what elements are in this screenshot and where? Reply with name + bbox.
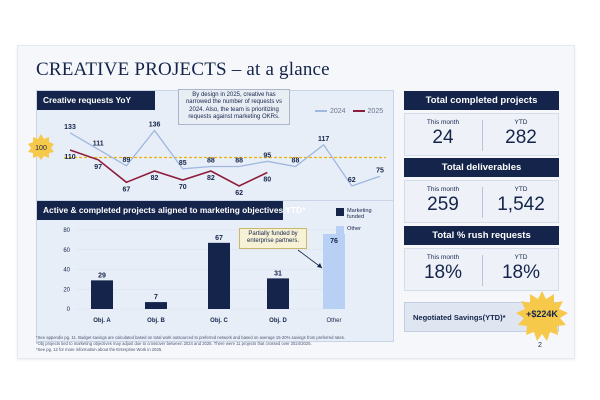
x-tick-label: Other <box>326 318 341 324</box>
data-label-2025: 70 <box>179 184 187 191</box>
footnote: *See appendix pg. 11. Budget savings are… <box>36 335 346 340</box>
data-label-2024: 133 <box>64 124 76 131</box>
bar-value-label: 7 <box>154 294 158 301</box>
projects-callout: Partially funded by enterprise partners. <box>239 228 307 249</box>
benchmark-label: 100 <box>35 145 47 152</box>
bar-value-label: 67 <box>215 235 223 242</box>
data-label-2024: 85 <box>179 160 187 167</box>
bar-other <box>323 233 345 309</box>
projects-bar-chart: 0 20 40 60 80 29 Obj. A 7 Obj. B 67 Obj. C 31 Obj. D… <box>63 228 345 324</box>
y-tick-label: 60 <box>63 248 70 254</box>
kpi-value: 18% <box>423 262 463 283</box>
y-tick-label: 20 <box>63 287 70 293</box>
yoy-header: Creative requests YoY <box>37 91 155 110</box>
y-tick-label: 40 <box>63 268 70 274</box>
data-label-2024: 89 <box>122 157 130 164</box>
data-label-2024: 117 <box>318 136 329 143</box>
data-label-2025: 67 <box>122 186 130 193</box>
x-tick-label: Obj. B <box>147 318 165 324</box>
kpi-value: 259 <box>427 194 459 215</box>
projects-legend: Marketing funded Other <box>336 208 375 234</box>
data-label-2025: 82 <box>151 175 159 182</box>
kpi-value: 282 <box>505 127 537 148</box>
series-line-2024 <box>69 129 381 187</box>
kpi-card: This month 18% YTD 18% <box>404 248 559 291</box>
bar-objc <box>208 242 230 309</box>
yoy-callout: By design in 2025, creative has narrowed… <box>178 89 290 125</box>
data-label-2025: 110 <box>64 154 75 161</box>
legend-swatch-funded <box>336 208 344 216</box>
data-label-2024: 88 <box>292 158 300 165</box>
series-line-2025 <box>69 149 268 187</box>
bar-objb <box>145 302 167 309</box>
kpi-label: YTD <box>514 254 528 261</box>
slide: CREATIVE PROJECTS – at a glance Creative… <box>17 45 575 359</box>
projects-header: Active & completed projects aligned to m… <box>37 201 305 220</box>
page-title: CREATIVE PROJECTS – at a glance <box>36 59 330 80</box>
data-label-2024: 111 <box>93 140 104 147</box>
savings-burst-icon <box>516 291 568 341</box>
savings-value: +$224K <box>526 309 558 319</box>
legend-swatch-2025 <box>352 110 365 113</box>
data-label-2024: 62 <box>348 177 356 184</box>
kpi-header: Total % rush requests <box>404 226 559 245</box>
yoy-legend: 2024 2025 <box>310 108 383 115</box>
legend-swatch-2024 <box>315 110 327 113</box>
kpi-header: Total deliverables <box>404 158 559 177</box>
kpi-card: This month 259 YTD 1,542 <box>404 180 559 223</box>
data-label-2024: 136 <box>149 122 161 129</box>
savings-label: Negotiated Savings(YTD)* <box>413 313 506 322</box>
kpi-label: YTD <box>514 119 528 126</box>
footnote: *Obj projects tied to marketing objectiv… <box>36 341 312 346</box>
data-label-2024: 88 <box>235 158 243 165</box>
kpi-value: 1,542 <box>497 194 545 215</box>
kpi-value: 24 <box>432 127 454 148</box>
data-label-2025: 97 <box>94 164 102 171</box>
kpi-value: 18% <box>501 262 541 283</box>
kpi-label: This month <box>426 119 460 126</box>
data-label-2025: 62 <box>235 190 243 197</box>
bar-value-label: 76 <box>330 238 338 245</box>
kpi-card: This month 24 YTD 282 <box>404 113 559 156</box>
data-label-2024: 88 <box>207 158 215 165</box>
data-label-2024: 75 <box>376 167 384 174</box>
footnote: *See pg. 12 for more information about t… <box>36 347 163 352</box>
bar-value-label: 31 <box>274 270 282 277</box>
kpi-label: This month <box>426 186 460 193</box>
data-label-2025: 80 <box>263 177 271 184</box>
data-label-2024: 95 <box>263 152 271 159</box>
x-tick-label: Obj. C <box>210 318 228 324</box>
y-tick-label: 0 <box>67 307 71 313</box>
callout-arrow <box>297 249 323 269</box>
legend-swatch-other <box>336 226 344 234</box>
kpi-header: Total completed projects <box>404 91 559 110</box>
x-tick-label: Obj. A <box>93 318 111 324</box>
benchmark-badge: 100 <box>28 134 54 160</box>
callout-arrowhead <box>317 263 322 268</box>
kpi-label: This month <box>426 254 460 261</box>
title-highlight: at a glance <box>246 59 330 80</box>
x-tick-label: Obj. D <box>269 318 287 324</box>
page-number: 2 <box>538 342 542 349</box>
bar-objd <box>267 278 289 309</box>
bar-value-label: 29 <box>98 272 106 279</box>
data-label-2025: 82 <box>207 175 215 182</box>
kpi-label: YTD <box>514 186 528 193</box>
bar-obja <box>91 280 113 309</box>
y-tick-label: 80 <box>63 228 70 234</box>
